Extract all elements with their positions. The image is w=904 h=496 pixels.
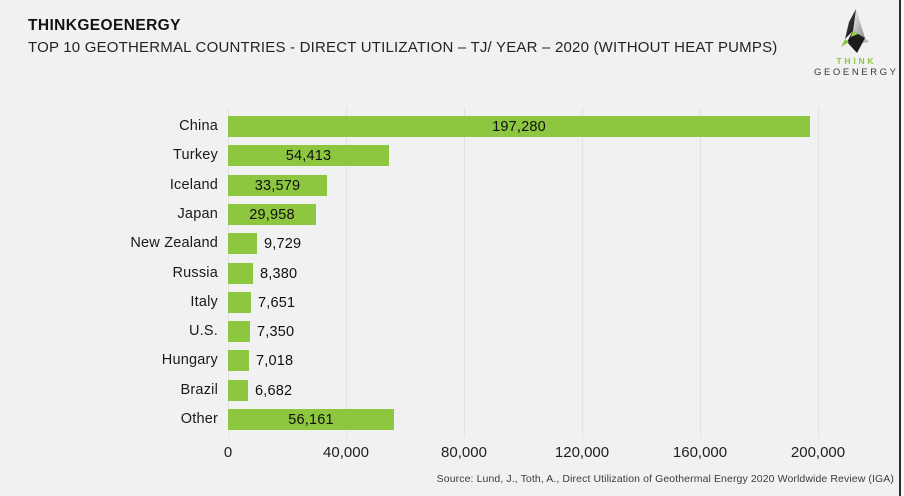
bar bbox=[228, 233, 257, 254]
thinkgeoenergy-logo: THINK GEOENERGY bbox=[811, 8, 899, 78]
category-label: Hungary bbox=[161, 352, 218, 368]
x-axis-tick-label: 120,000 bbox=[554, 444, 610, 461]
bar bbox=[228, 380, 248, 401]
value-label: 6,682 bbox=[255, 383, 293, 399]
x-axis-tick-label: 80,000 bbox=[441, 444, 487, 461]
category-label: Italy bbox=[190, 294, 218, 310]
bar bbox=[228, 204, 316, 225]
value-label: 29,958 bbox=[249, 207, 295, 223]
value-label: 33,579 bbox=[254, 178, 301, 194]
category-label: New Zealand bbox=[130, 235, 218, 251]
header: THINKGEOENERGY TOP 10 GEOTHERMAL COUNTRI… bbox=[28, 17, 778, 56]
value-label: 9,729 bbox=[264, 236, 302, 252]
x-axis-tick-label: 40,000 bbox=[323, 444, 369, 461]
value-label: 197,280 bbox=[492, 119, 546, 135]
bar bbox=[228, 116, 810, 137]
value-label: 56,161 bbox=[288, 412, 334, 428]
bar bbox=[228, 145, 389, 166]
x-axis-tick-label: 160,000 bbox=[672, 444, 728, 461]
gridline bbox=[582, 107, 583, 438]
bar bbox=[228, 321, 250, 342]
category-label: Russia bbox=[172, 265, 218, 281]
window-edge-sliver bbox=[901, 0, 904, 496]
logo-geoenergy-label: GEOENERGY bbox=[813, 67, 899, 78]
category-label: Japan bbox=[177, 206, 218, 222]
category-label: China bbox=[179, 118, 218, 134]
bar bbox=[228, 292, 251, 313]
value-label: 54,413 bbox=[285, 148, 332, 164]
value-label: 7,350 bbox=[257, 324, 295, 340]
gridline bbox=[346, 107, 347, 438]
category-label: Brazil bbox=[180, 382, 218, 398]
category-label: U.S. bbox=[189, 323, 218, 339]
category-label: Iceland bbox=[169, 177, 218, 193]
category-label: Other bbox=[180, 411, 218, 427]
window-edge-line bbox=[899, 0, 901, 496]
x-axis-tick-label: 0 bbox=[223, 444, 233, 461]
logo-think-label: THINK bbox=[836, 56, 877, 66]
bar bbox=[228, 263, 253, 284]
bar bbox=[228, 409, 394, 430]
thinkgeoenergy-logo-icon bbox=[841, 9, 869, 53]
value-label: 7,018 bbox=[256, 353, 294, 369]
gridline bbox=[464, 107, 465, 438]
value-label: 7,651 bbox=[258, 295, 296, 311]
source-text: Source: Lund, J., Toth, A., Direct Utili… bbox=[436, 473, 894, 485]
bar bbox=[228, 175, 327, 196]
value-label: 8,380 bbox=[260, 266, 298, 282]
gridline bbox=[818, 107, 819, 438]
page-subtitle: TOP 10 GEOTHERMAL COUNTRIES - DIRECT UTI… bbox=[28, 39, 778, 56]
page-title: THINKGEOENERGY bbox=[28, 17, 181, 34]
category-label: Turkey bbox=[173, 147, 218, 163]
x-axis-tick-label: 200,000 bbox=[790, 444, 846, 461]
gridline bbox=[700, 107, 701, 438]
bar bbox=[228, 350, 249, 371]
